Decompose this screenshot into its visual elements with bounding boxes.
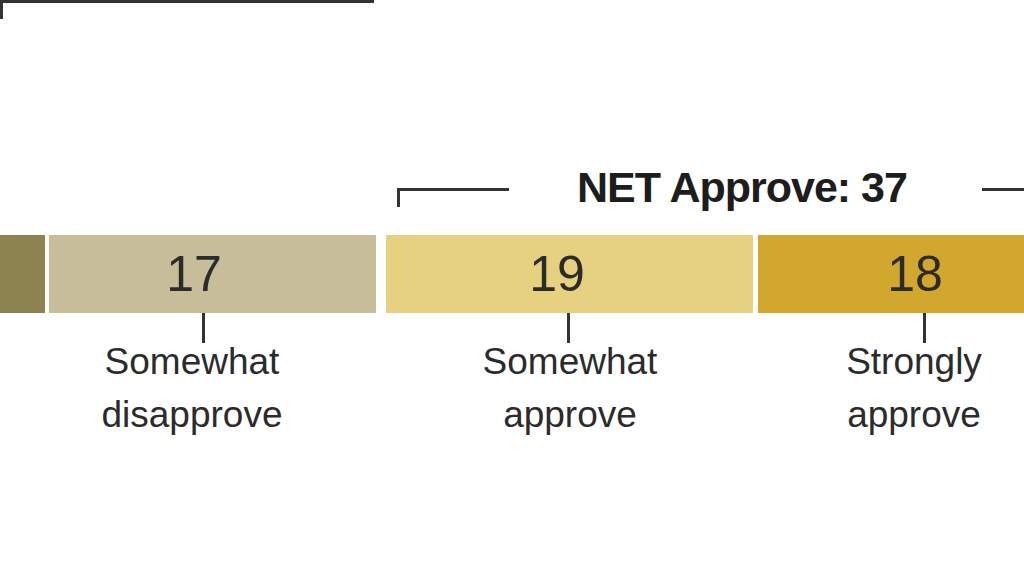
bracket-disapprove-line <box>0 0 374 3</box>
chart-canvas: NET Approve: 37 17 19 18 Somewhat disapp… <box>0 0 1024 577</box>
net-approve-label: NET Approve: 37 <box>530 163 954 212</box>
bracket-approve-line-right <box>982 188 1024 191</box>
segment-value-somewhat-approve: 19 <box>457 235 657 313</box>
segment-label-somewhat-disapprove: Somewhat disapprove <box>67 335 317 441</box>
bar-segment-partial <box>0 235 45 313</box>
bracket-approve-line-left <box>397 188 509 191</box>
segment-value-somewhat-disapprove: 17 <box>94 235 294 313</box>
bracket-disapprove-end-tick <box>0 0 3 19</box>
segment-value-strongly-approve: 18 <box>815 235 1015 313</box>
segment-label-somewhat-approve: Somewhat approve <box>445 335 695 441</box>
segment-label-strongly-approve: Strongly approve <box>789 335 1024 441</box>
